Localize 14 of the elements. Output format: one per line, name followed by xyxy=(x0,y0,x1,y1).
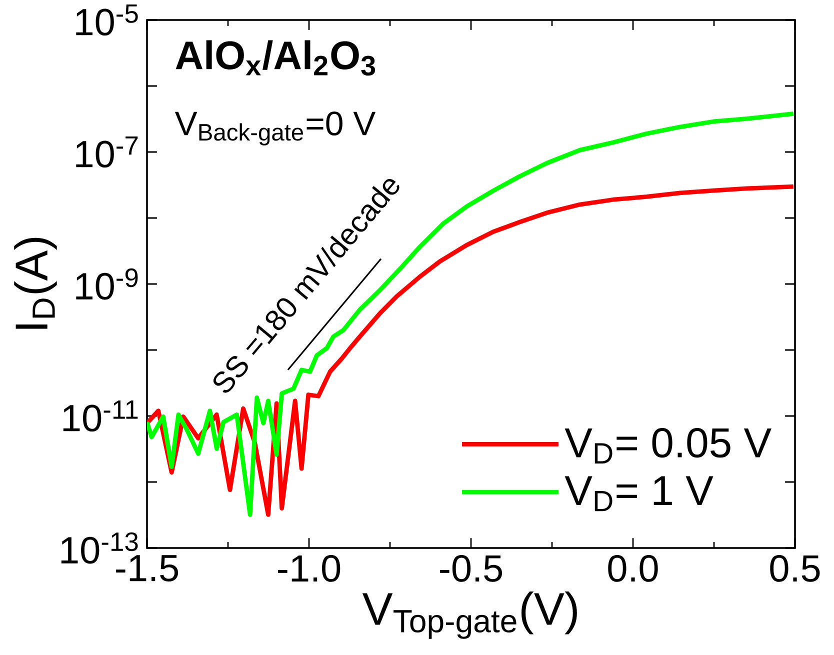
y-tick-label: 10$^{-7}$ xyxy=(76,136,138,168)
y-tick-label: 10$^{-5}$ xyxy=(76,4,138,36)
y-tick-label: 10$^{-11}$ xyxy=(63,400,138,432)
x-tick-label: 0.5 xyxy=(770,555,820,582)
legend-label: V$_{D}$= 0.05 V xyxy=(564,428,772,464)
x-tick-label: 0.0 xyxy=(608,555,658,582)
x-tick-label: -0.5 xyxy=(440,555,502,582)
annotation: AlO$_{x}$/Al$_{2}$O$_{3}$ xyxy=(176,40,376,76)
y-tick-label: 10$^{-9}$ xyxy=(76,268,138,300)
legend-label: V$_{D}$= 1 V xyxy=(564,476,714,512)
x-axis-title: V$_{Top-gate}$(V) xyxy=(362,592,577,639)
x-tick-label: -1.0 xyxy=(278,555,340,582)
annotation: V$_{Back-gate}$=0 V xyxy=(174,112,376,146)
y-axis-title: I$_{D}$(A) xyxy=(14,238,57,329)
